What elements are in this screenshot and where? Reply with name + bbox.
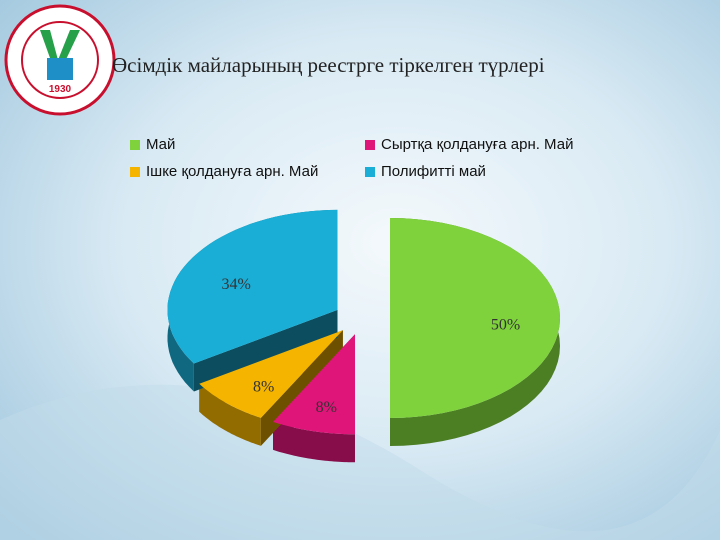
pie-slice bbox=[199, 330, 343, 418]
logo-year: 1930 bbox=[49, 84, 72, 95]
pie-slice-side bbox=[199, 383, 261, 446]
legend-label: Ішке қолдануға арн. Май bbox=[146, 163, 318, 180]
legend-label: Полифитті май bbox=[381, 163, 486, 180]
pie-slice bbox=[167, 209, 338, 364]
chart-title: Өсімдік майларының реестрге тіркелген тү… bbox=[112, 53, 545, 77]
logo: 1930 bbox=[4, 4, 116, 116]
background-swirl bbox=[0, 384, 720, 540]
legend-swatch bbox=[365, 167, 375, 177]
legend-swatch bbox=[365, 140, 375, 150]
data-label: 50% bbox=[491, 317, 520, 334]
legend-swatch bbox=[130, 167, 140, 177]
legend-label: Сыртқа қолдануға арн. Май bbox=[381, 136, 573, 153]
pie-slice bbox=[390, 218, 560, 418]
pie-slice bbox=[273, 334, 355, 435]
pie-slice-face bbox=[193, 309, 338, 392]
pie-slice-side bbox=[273, 421, 355, 463]
data-label: 8% bbox=[316, 399, 337, 416]
data-label: 8% bbox=[253, 378, 274, 395]
data-label: 34% bbox=[221, 276, 250, 293]
legend-swatch bbox=[130, 140, 140, 150]
legend-label: Май bbox=[146, 136, 175, 153]
